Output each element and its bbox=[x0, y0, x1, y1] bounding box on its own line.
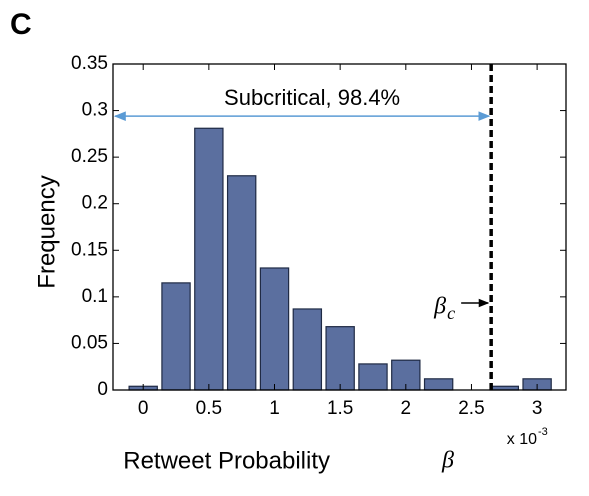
region-label: Subcritical, 98.4% bbox=[224, 85, 400, 110]
x-tick-label: 2 bbox=[401, 398, 412, 419]
x-axis-symbol: β bbox=[441, 448, 454, 474]
panel-label: C bbox=[10, 8, 32, 41]
y-tick-label: 0.3 bbox=[82, 100, 108, 121]
x-tick-label: 0 bbox=[138, 398, 149, 419]
y-tick-label: 0.15 bbox=[71, 239, 108, 260]
critical-subscript: c bbox=[447, 303, 455, 323]
x-tick-label: 3 bbox=[532, 398, 543, 419]
y-tick-label: 0.1 bbox=[82, 286, 108, 307]
x-multiplier-exponent: -3 bbox=[538, 426, 548, 438]
y-axis-label: Frequency bbox=[33, 175, 60, 288]
bar bbox=[259, 267, 290, 391]
critical-symbol: β bbox=[433, 294, 446, 320]
x-tick-label: 1 bbox=[269, 398, 280, 419]
y-tick-label: 0.35 bbox=[71, 53, 108, 74]
plot-frame bbox=[112, 63, 567, 391]
x-axis-label: Retweet Probability bbox=[123, 447, 330, 474]
x-tick-label: 2.5 bbox=[458, 398, 484, 419]
bar bbox=[325, 326, 355, 391]
bar bbox=[292, 308, 323, 391]
y-tick-label: 0.25 bbox=[71, 146, 108, 167]
bar bbox=[194, 127, 224, 391]
y-tick-label: 0.05 bbox=[71, 332, 108, 353]
bar bbox=[391, 359, 421, 391]
y-tick-label: 0 bbox=[97, 379, 108, 400]
bar bbox=[358, 363, 388, 391]
x-tick-label: 0.5 bbox=[196, 398, 222, 419]
x-tick-label: 1.5 bbox=[327, 398, 353, 419]
bar bbox=[423, 378, 454, 391]
x-multiplier: x 10 bbox=[507, 431, 537, 448]
y-tick-label: 0.2 bbox=[82, 193, 108, 214]
bar bbox=[226, 175, 257, 391]
bar bbox=[161, 282, 191, 391]
